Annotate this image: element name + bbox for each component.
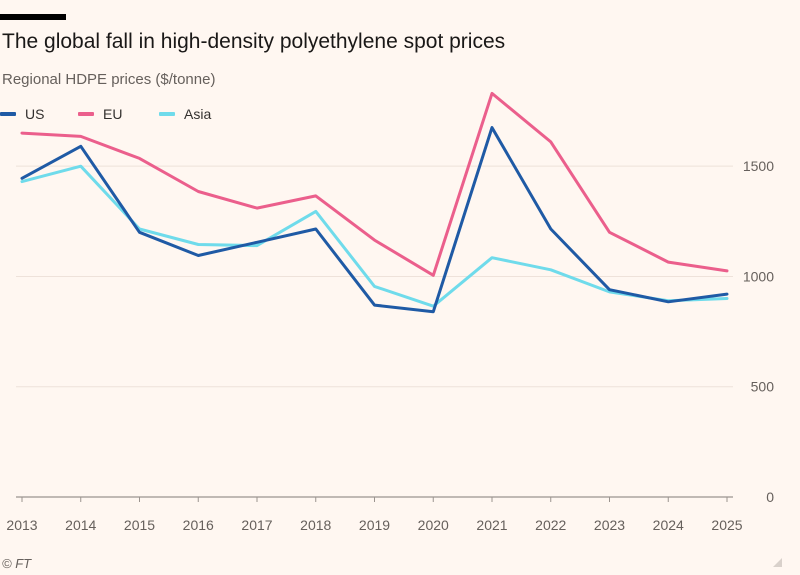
x-tick-label-2016: 2016 <box>183 517 214 533</box>
series-line-us <box>20 126 729 314</box>
resize-corner-icon <box>773 558 782 567</box>
x-tick-label-2018: 2018 <box>300 517 331 533</box>
y-tick-label-1000: 1000 <box>743 268 774 284</box>
y-tick-label-500: 500 <box>751 379 775 395</box>
y-tick-label-0: 0 <box>766 489 774 505</box>
x-tick-label-2020: 2020 <box>418 517 449 533</box>
x-tick-label-2019: 2019 <box>359 517 390 533</box>
series-line-eu <box>20 91 729 277</box>
chart-subtitle: Regional HDPE prices ($/tonne) <box>2 71 216 88</box>
legend-label-eu: EU <box>103 106 123 122</box>
series-line-asia <box>20 164 729 308</box>
x-tick-label-2023: 2023 <box>594 517 625 533</box>
legend-label-asia: Asia <box>184 106 212 122</box>
x-tick-label-2017: 2017 <box>241 517 272 533</box>
ft-top-bar <box>0 14 66 20</box>
x-tick-label-2021: 2021 <box>476 517 507 533</box>
x-tick-label-2015: 2015 <box>124 517 155 533</box>
legend-label-us: US <box>25 106 45 122</box>
legend-swatch-eu <box>78 112 94 116</box>
legend-item-asia: Asia <box>159 106 211 122</box>
x-tick-label-2014: 2014 <box>65 517 96 533</box>
x-tick-label-2022: 2022 <box>535 517 566 533</box>
x-tick-label-2024: 2024 <box>653 517 684 533</box>
chart-title: The global fall in high-density polyethy… <box>2 30 506 53</box>
legend-item-us: US <box>0 106 44 122</box>
y-tick-label-1500: 1500 <box>743 158 774 174</box>
legend-item-eu: EU <box>78 106 122 122</box>
source-credit: © FT <box>2 556 32 571</box>
legend-swatch-us <box>0 112 16 116</box>
x-tick-label-2025: 2025 <box>711 517 742 533</box>
x-tick-label-2013: 2013 <box>6 517 37 533</box>
legend-swatch-asia <box>159 112 175 116</box>
